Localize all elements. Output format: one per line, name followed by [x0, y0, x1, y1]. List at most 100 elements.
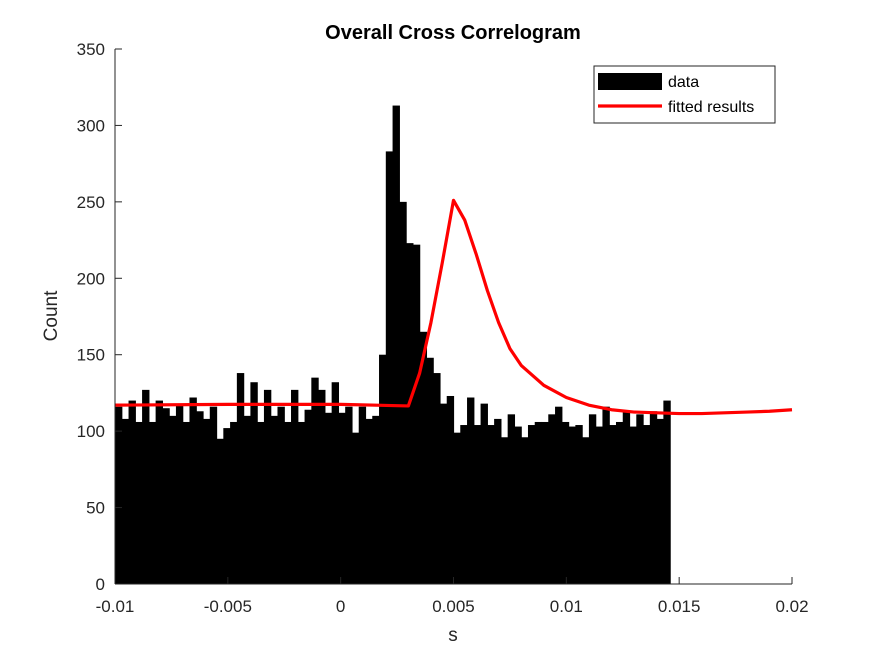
histogram-bar: [223, 428, 231, 584]
plot-area: [114, 105, 793, 585]
legend-label-fitted: fitted results: [668, 99, 754, 116]
histogram-bar: [230, 421, 238, 584]
histogram-bar: [257, 421, 265, 584]
histogram-bar: [365, 418, 373, 584]
histogram-bar: [439, 403, 448, 584]
histogram-bar: [419, 331, 428, 584]
histogram-bar: [548, 414, 556, 584]
legend: data fitted results: [593, 65, 776, 124]
histogram-bar: [629, 426, 637, 584]
histogram-bar: [175, 403, 184, 584]
histogram-bar: [487, 425, 495, 584]
histogram-bar: [372, 415, 380, 584]
histogram-bar: [277, 406, 285, 584]
histogram-bar: [527, 425, 536, 584]
histogram-bar: [582, 437, 590, 584]
histogram-bar: [148, 421, 157, 584]
histogram-bar: [155, 400, 163, 584]
y-tick-label: 350: [77, 40, 105, 59]
histogram-bar: [541, 421, 549, 584]
histogram-bar: [324, 412, 333, 584]
histogram-bar: [250, 382, 258, 584]
axes: -0.01 -0.005 0 0.005 0.01 0.015 0.02 0 50 100 150 2…: [77, 40, 809, 616]
histogram-bar: [270, 415, 279, 584]
histogram-bar: [385, 151, 394, 584]
histogram-bar: [636, 414, 644, 584]
histogram-bar: [568, 426, 576, 584]
y-tick-label: 150: [77, 346, 105, 365]
y-tick-label: 100: [77, 422, 105, 441]
legend-label-data: data: [668, 74, 699, 91]
histogram-bar: [216, 438, 224, 584]
histogram-bar: [460, 425, 468, 584]
histogram-bar: [338, 412, 346, 584]
histogram-bar: [121, 418, 130, 584]
histogram-bar: [291, 389, 299, 584]
histogram-bar: [467, 397, 475, 584]
histogram-bar: [379, 354, 387, 584]
histogram-bar: [494, 418, 502, 584]
y-tick-label: 200: [77, 269, 105, 288]
x-tick-label: 0.02: [775, 597, 808, 616]
histogram-bar: [521, 437, 529, 584]
y-axis-label: Count: [41, 290, 62, 341]
histogram-bar: [196, 411, 204, 584]
histogram-bar: [656, 418, 664, 584]
histogram-bar: [399, 201, 407, 585]
histogram-bar: [128, 400, 136, 584]
histogram-bar: [500, 437, 509, 584]
histogram-bar: [446, 395, 455, 584]
histogram-bar: [473, 425, 482, 584]
y-tick-label: 0: [96, 575, 105, 594]
histogram-bar: [392, 105, 400, 584]
y-tick-label: 300: [77, 116, 105, 135]
histogram-bar: [358, 406, 367, 584]
histogram-bar: [534, 421, 543, 584]
histogram-bar: [209, 406, 218, 584]
histogram-bar: [236, 373, 245, 584]
histogram-bar: [169, 415, 177, 584]
x-tick-label: -0.01: [96, 597, 135, 616]
histogram-bar: [555, 406, 563, 584]
histogram-bar: [243, 415, 251, 584]
histogram-bar: [609, 425, 617, 584]
histogram-bar: [331, 382, 340, 584]
y-tick-label: 250: [77, 193, 105, 212]
histogram-bar: [406, 243, 414, 584]
histogram-bar: [182, 421, 191, 584]
histogram-bar: [643, 425, 651, 584]
histogram-bar: [595, 426, 604, 584]
histogram-bar: [507, 414, 516, 584]
histogram-bar: [135, 421, 143, 584]
histogram-bar: [575, 425, 583, 584]
histogram-bar: [318, 389, 326, 584]
x-tick-label: 0.015: [658, 597, 701, 616]
histogram-bar: [297, 421, 306, 584]
histogram-bar: [514, 426, 522, 584]
histogram-bar: [433, 373, 441, 584]
histogram-bar: [115, 406, 123, 584]
x-axis-label: s: [448, 625, 458, 646]
histogram-bar: [588, 414, 597, 584]
histogram-bar: [203, 418, 211, 584]
x-tick-label: 0.01: [550, 597, 583, 616]
histogram-bar: [453, 432, 461, 584]
histogram-bar: [663, 400, 671, 584]
histogram-bar: [351, 432, 360, 584]
histogram-bar: [304, 409, 312, 584]
histogram-bar: [426, 357, 434, 584]
histogram-bar: [412, 244, 421, 584]
histogram-bar: [142, 389, 150, 584]
histogram-bar: [649, 411, 658, 584]
x-tick-label: -0.005: [204, 597, 252, 616]
histogram-bar: [602, 406, 610, 584]
histogram-bar: [311, 377, 319, 584]
histogram-bar: [622, 411, 631, 584]
histogram-bar: [561, 421, 570, 584]
histogram-bar: [480, 403, 488, 584]
y-tick-label: 50: [86, 499, 105, 518]
fitted-results-line: [114, 198, 793, 416]
histogram-bar: [284, 421, 292, 584]
histogram-bar: [345, 406, 353, 584]
